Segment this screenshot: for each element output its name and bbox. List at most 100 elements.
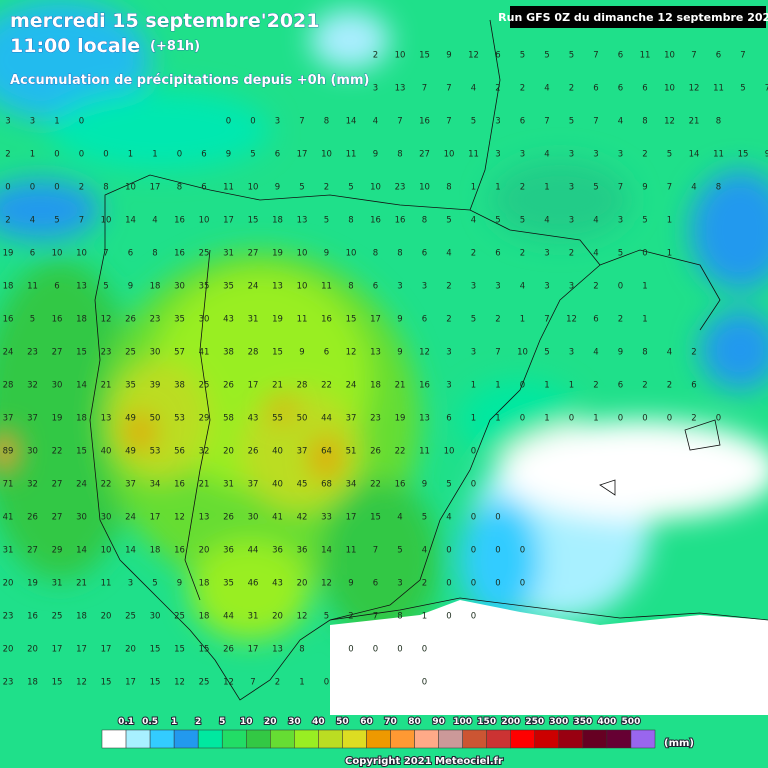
grid-value: 7: [373, 612, 378, 622]
grid-value: 7: [740, 51, 745, 61]
grid-value: 4: [593, 249, 598, 259]
grid-value: 18: [150, 546, 161, 556]
grid-value: 14: [76, 381, 87, 391]
grid-value: 1: [495, 414, 500, 424]
grid-value: 1: [642, 282, 647, 292]
grid-value: 5: [324, 216, 329, 226]
grid-value: 10: [664, 84, 675, 94]
grid-value: 13: [272, 645, 283, 655]
grid-value: 0: [79, 117, 84, 127]
grid-value: 5: [250, 150, 255, 160]
grid-value: 26: [27, 513, 38, 523]
legend-swatch: [438, 729, 463, 749]
grid-value: 31: [248, 612, 259, 622]
grid-value: 8: [642, 117, 647, 127]
run-box: [510, 6, 766, 28]
grid-value: 3: [569, 282, 574, 292]
grid-value: 2: [569, 249, 574, 259]
grid-value: 10: [444, 150, 455, 160]
legend-swatch: [125, 729, 151, 749]
grid-value: 0: [103, 150, 108, 160]
legend-swatch: [390, 729, 415, 749]
grid-value: 4: [30, 216, 35, 226]
grid-value: 4: [373, 117, 378, 127]
grid-value: 6: [520, 117, 525, 127]
grid-value: 30: [199, 315, 210, 325]
grid-value: 1: [422, 612, 427, 622]
grid-value: 20: [27, 645, 38, 655]
grid-value: 23: [3, 612, 14, 622]
grid-value: 23: [395, 183, 406, 193]
grid-value: 5: [348, 183, 353, 193]
grid-value: 6: [691, 381, 696, 391]
legend-label: 100: [453, 717, 472, 727]
grid-value: 6: [446, 414, 451, 424]
grid-value: 5: [520, 216, 525, 226]
grid-value: 5: [446, 216, 451, 226]
grid-value: 2: [79, 183, 84, 193]
grid-value: 4: [618, 117, 623, 127]
legend-label: 0.1: [118, 717, 134, 727]
grid-value: 11: [713, 150, 724, 160]
grid-value: 3: [446, 348, 451, 358]
grid-value: 12: [346, 348, 357, 358]
grid-value: 26: [223, 513, 234, 523]
grid-value: 3: [397, 579, 402, 589]
grid-value: 27: [52, 513, 63, 523]
grid-value: 6: [593, 84, 598, 94]
grid-value: 1: [593, 414, 598, 424]
legend-label: 20: [264, 717, 277, 727]
grid-value: 23: [101, 348, 112, 358]
grid-value: 40: [272, 480, 283, 490]
grid-value: 4: [544, 84, 549, 94]
grid-value: 44: [321, 414, 332, 424]
grid-value: 2: [5, 216, 10, 226]
grid-value: 7: [397, 117, 402, 127]
grid-value: 2: [520, 84, 525, 94]
grid-value: 0: [422, 678, 427, 688]
grid-value: 20: [223, 447, 234, 457]
copyright: Copyright 2021 Meteociel.fr: [345, 756, 503, 767]
grid-value: 11: [27, 282, 38, 292]
grid-value: 7: [250, 678, 255, 688]
grid-value: 38: [174, 381, 185, 391]
grid-value: 0: [79, 150, 84, 160]
grid-value: 0: [716, 414, 721, 424]
grid-value: 23: [27, 348, 38, 358]
grid-value: 31: [223, 480, 234, 490]
grid-value: 13: [101, 414, 112, 424]
grid-value: 2: [373, 51, 378, 61]
grid-value: 7: [103, 249, 108, 259]
grid-value: 5: [471, 117, 476, 127]
grid-value: 2: [520, 249, 525, 259]
grid-value: 0: [471, 612, 476, 622]
legend-swatch: [173, 729, 199, 749]
grid-value: 0: [348, 645, 353, 655]
grid-value: 16: [174, 546, 185, 556]
grid-value: 1: [667, 216, 672, 226]
grid-value: 55: [272, 414, 283, 424]
grid-value: 3: [446, 381, 451, 391]
grid-value: 5: [544, 348, 549, 358]
grid-value: 44: [248, 546, 259, 556]
grid-value: 0: [618, 282, 623, 292]
grid-value: 8: [177, 183, 182, 193]
grid-value: 4: [446, 249, 451, 259]
grid-value: 41: [199, 348, 210, 358]
grid-value: 5: [593, 183, 598, 193]
grid-value: 10: [297, 282, 308, 292]
grid-value: 7: [618, 183, 623, 193]
grid-value: 8: [716, 117, 721, 127]
grid-value: 3: [569, 183, 574, 193]
grid-value: 3: [422, 282, 427, 292]
grid-value: 11: [321, 282, 332, 292]
grid-value: 27: [52, 348, 63, 358]
legend-label: 70: [384, 717, 397, 727]
grid-value: 16: [395, 480, 406, 490]
grid-value: 7: [593, 51, 598, 61]
grid-value: 7: [446, 84, 451, 94]
grid-value: 6: [495, 249, 500, 259]
grid-value: 5: [618, 249, 623, 259]
grid-value: 10: [199, 216, 210, 226]
